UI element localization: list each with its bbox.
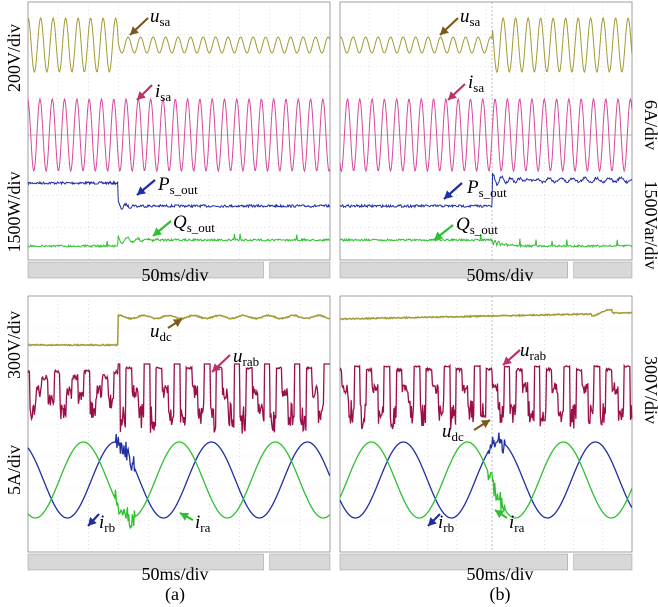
scale-label: 300V/div (641, 356, 658, 424)
time-scale: 50ms/div (466, 564, 533, 584)
status-bar (574, 262, 632, 278)
scale-label: 300V/div (4, 311, 24, 379)
figure: usa isa Ps_out Qs_out 200V/div 1500W/div… (0, 0, 658, 607)
status-bar (340, 262, 568, 278)
caption: (b) (490, 584, 511, 605)
scope-screens (28, 2, 632, 570)
time-scale: 50ms/div (466, 265, 533, 285)
scale-label: 1500W/div (4, 172, 24, 253)
time-scale: 50ms/div (141, 265, 208, 285)
scale-label: 5A/div (4, 445, 24, 495)
scale-label: 1500Var/div (641, 181, 658, 270)
status-bar (340, 554, 568, 570)
scale-label: 6A/div (641, 100, 658, 150)
scale-label: 200V/div (4, 24, 24, 92)
time-scale: 50ms/div (141, 564, 208, 584)
status-bar (270, 262, 330, 278)
caption: (a) (165, 584, 185, 605)
status-bar (270, 554, 330, 570)
status-bar (574, 554, 632, 570)
